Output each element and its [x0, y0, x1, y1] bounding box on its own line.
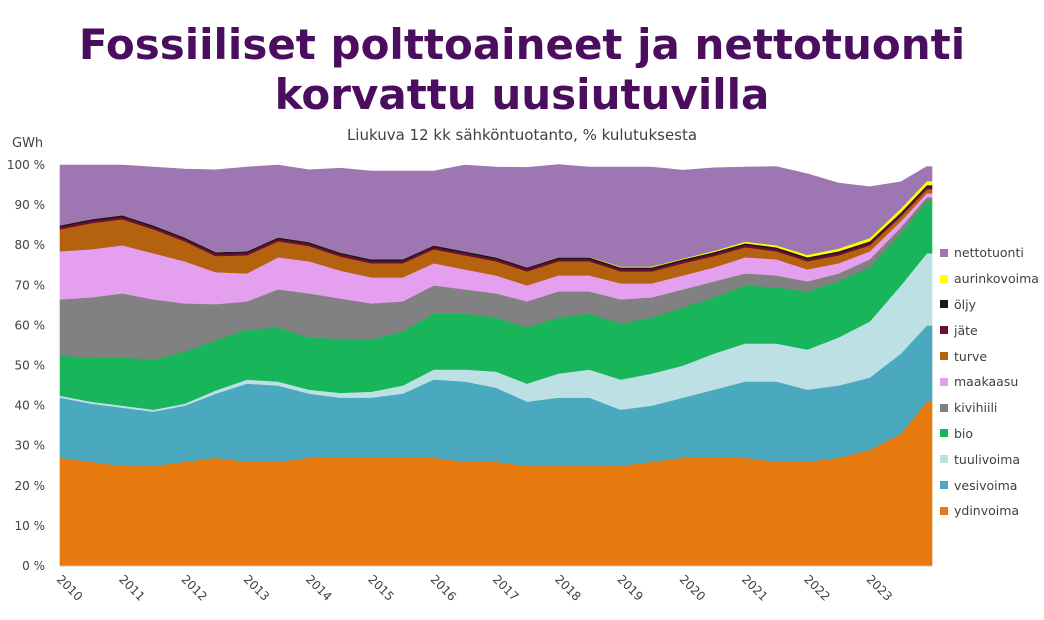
legend-label: ydinvoima: [954, 503, 1020, 519]
legend-label: aurinkovoima: [954, 271, 1039, 287]
x-tick-label: 2012: [178, 572, 209, 603]
x-tick-label: 2020: [677, 572, 708, 603]
chart-title-line2: korvattu uusiutuvilla: [274, 70, 770, 119]
legend-item-vesivoima: vesivoima: [940, 472, 1044, 498]
legend-item-turve: turve: [940, 343, 1044, 369]
legend-swatch: [940, 455, 948, 464]
y-tick-label: 70 %: [15, 278, 46, 292]
legend-swatch: [940, 506, 948, 515]
legend-item-aurinkovoima: aurinkovoima: [940, 266, 1044, 292]
legend-label: turve: [954, 348, 988, 364]
y-tick-label: 10 %: [15, 519, 46, 533]
legend-label: öljy: [954, 296, 976, 312]
y-axis: 0 % 10 % 20 % 30 % 40 % 50 % 60 % 70 % 80 % 90 % 1…: [7, 158, 932, 573]
legend-label: maakaasu: [954, 374, 1019, 390]
legend-label: bio: [954, 425, 974, 441]
area-series-group: [59, 164, 933, 567]
y-axis-unit-label: GWh: [12, 136, 44, 151]
legend-swatch: [940, 248, 948, 257]
legend-item-nettotuonti: nettotuonti: [940, 240, 1044, 266]
legend-swatch: [940, 326, 948, 335]
y-tick-label: 80 %: [15, 238, 46, 252]
legend-swatch: [940, 300, 948, 309]
x-tick-label: 2013: [241, 572, 272, 603]
legend-item-bio: bio: [940, 421, 1044, 447]
legend-swatch: [940, 377, 948, 386]
legend-item-tuulivoima: tuulivoima: [940, 446, 1044, 472]
legend-label: tuulivoima: [954, 451, 1021, 467]
chart-title-line1: Fossiiliset polttoaineet ja nettotuonti: [78, 20, 966, 69]
legend-label: nettotuonti: [954, 245, 1024, 261]
legend-item-kivihiili: kivihiili: [940, 395, 1044, 421]
chart-subtitle: Liukuva 12 kk sähköntuotanto, % kulutuks…: [346, 126, 698, 144]
x-tick-label: 2021: [739, 572, 770, 603]
x-tick-label: 2018: [552, 572, 583, 603]
chart-legend: nettotuonti aurinkovoima öljy jäte turve maak…: [940, 240, 1044, 524]
legend-swatch: [940, 274, 948, 283]
x-tick-label: 2010: [54, 572, 85, 603]
y-tick-label: 30 %: [15, 439, 46, 453]
x-tick-label: 2011: [116, 572, 147, 603]
legend-swatch: [940, 352, 948, 361]
x-tick-label: 2022: [801, 572, 832, 603]
legend-label: jäte: [954, 322, 978, 338]
legend-item-ydinvoima: ydinvoima: [940, 498, 1044, 524]
legend-item-öljy: öljy: [940, 292, 1044, 318]
legend-swatch: [940, 429, 948, 438]
area-nettotuonti: [59, 164, 933, 268]
x-tick-label: 2023: [864, 572, 895, 603]
legend-item-jäte: jäte: [940, 317, 1044, 343]
y-tick-label: 60 %: [15, 318, 46, 332]
y-tick-label: 40 %: [15, 399, 46, 413]
y-tick-label: 50 %: [15, 359, 46, 373]
legend-swatch: [940, 403, 948, 412]
x-tick-label: 2016: [428, 572, 459, 603]
x-tick-label: 2019: [614, 572, 645, 603]
x-tick-label: 2014: [303, 572, 334, 603]
x-tick-label: 2017: [490, 572, 521, 603]
legend-label: vesivoima: [954, 477, 1018, 493]
legend-item-maakaasu: maakaasu: [940, 369, 1044, 395]
y-tick-label: 90 %: [15, 198, 46, 212]
y-tick-label: 20 %: [15, 479, 46, 493]
x-axis: 2010 2011 2012 2013 2014 2015 2016 2017 2018 2019…: [54, 572, 895, 603]
x-tick-label: 2015: [365, 572, 396, 603]
y-tick-label: 0 %: [22, 559, 45, 573]
legend-label: kivihiili: [954, 400, 998, 416]
legend-swatch: [940, 481, 948, 490]
y-tick-label: 100 %: [7, 158, 45, 172]
